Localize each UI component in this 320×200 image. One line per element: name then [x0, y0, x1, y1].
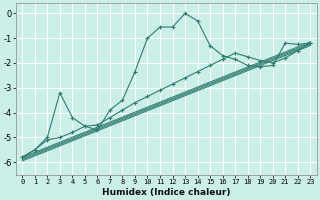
X-axis label: Humidex (Indice chaleur): Humidex (Indice chaleur): [102, 188, 230, 197]
